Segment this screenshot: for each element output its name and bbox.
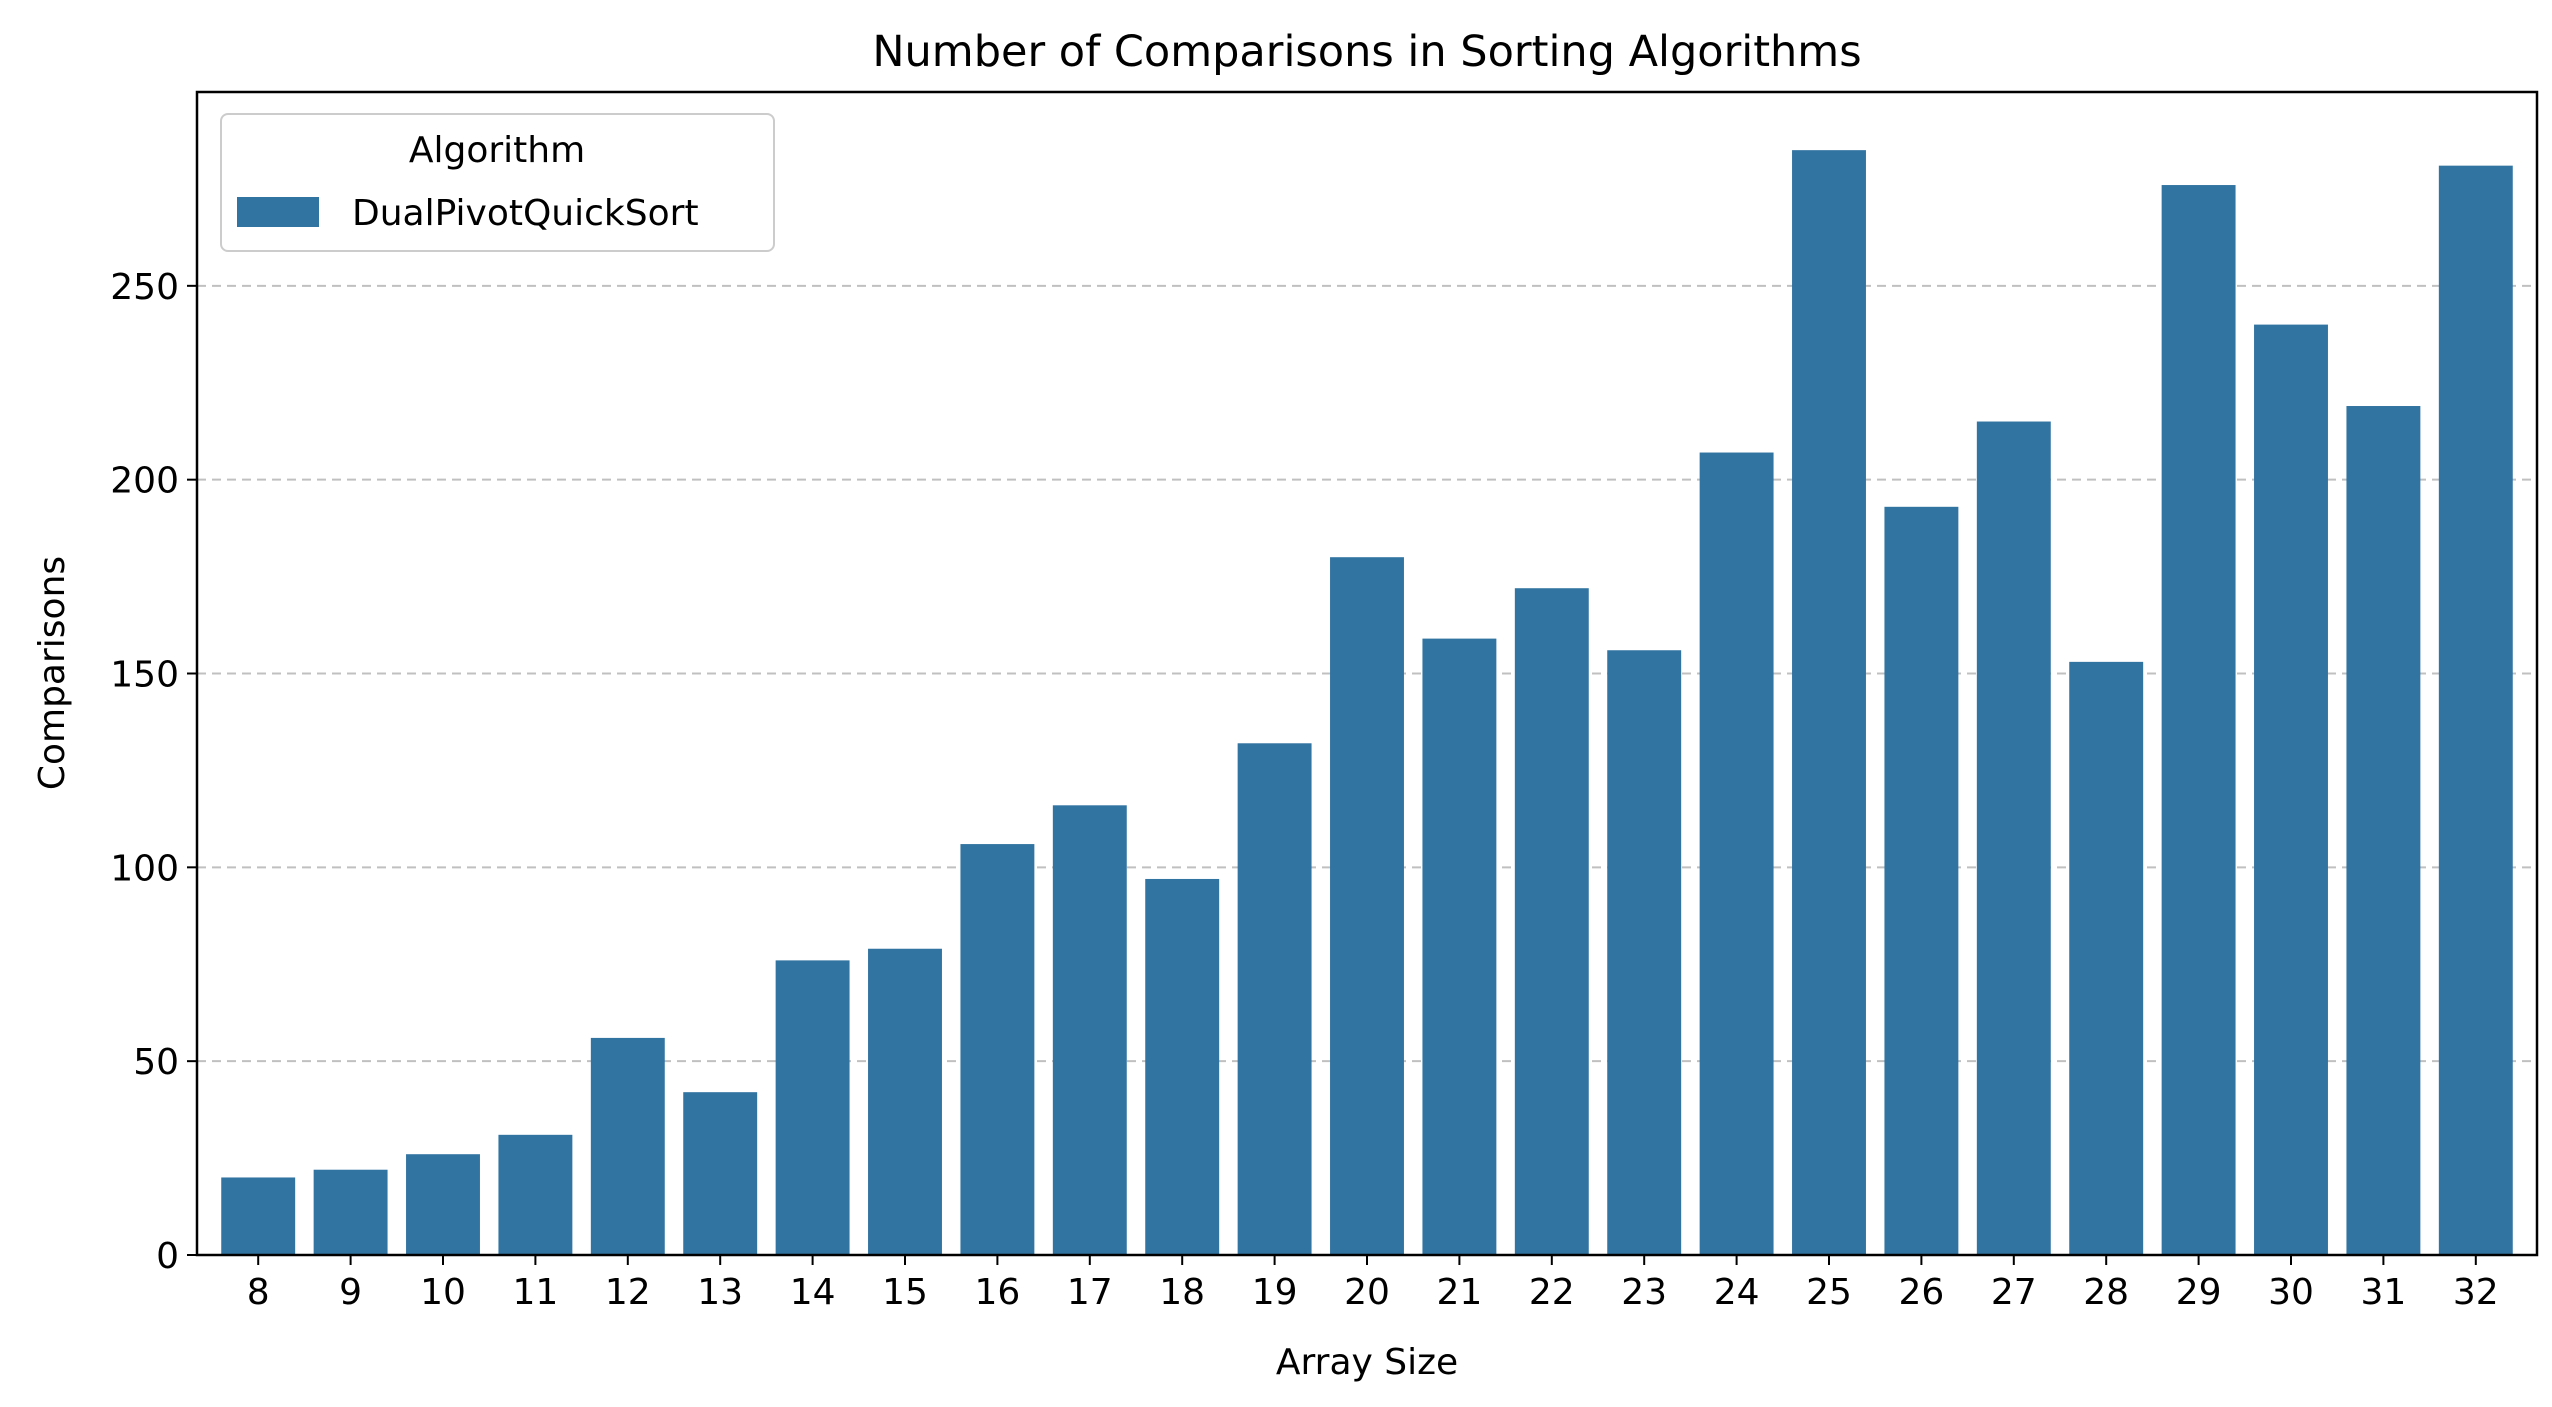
x-tick-label: 11 <box>512 1272 558 1313</box>
x-tick-label: 21 <box>1436 1272 1482 1313</box>
legend-title: Algorithm <box>409 130 585 171</box>
x-tick-label: 12 <box>605 1272 651 1313</box>
bar <box>1422 638 1497 1255</box>
x-ticks: 8 9 10 11 12 13 14 15 16 17 18 19 20 21 22 23 24 25 26 27 28… <box>247 1255 2499 1313</box>
bar <box>1237 743 1312 1255</box>
x-tick-label: 10 <box>420 1272 466 1313</box>
bar <box>960 844 1035 1255</box>
x-tick-label: 31 <box>2360 1272 2406 1313</box>
x-tick-label: 27 <box>1991 1272 2037 1313</box>
bar <box>1330 557 1404 1255</box>
bar <box>1607 650 1682 1255</box>
x-tick-label: 16 <box>974 1272 1020 1313</box>
bar <box>2346 406 2421 1255</box>
bar <box>1514 588 1589 1255</box>
y-tick-label: 50 <box>133 1042 179 1083</box>
bar <box>683 1092 758 1255</box>
chart-title: Number of Comparisons in Sorting Algorit… <box>872 27 1861 77</box>
bar <box>498 1134 573 1255</box>
bar <box>1699 452 1774 1255</box>
y-tick-label: 200 <box>110 461 179 502</box>
legend: Algorithm DualPivotQuickSort <box>220 113 775 252</box>
x-tick-label: 15 <box>882 1272 928 1313</box>
x-tick-label: 25 <box>1806 1272 1852 1313</box>
x-tick-label: 28 <box>2083 1272 2129 1313</box>
bar <box>775 960 850 1255</box>
y-ticks: 0 50 100 150 200 250 <box>110 267 197 1277</box>
legend-box <box>220 113 775 252</box>
bar <box>1052 805 1127 1255</box>
bar <box>590 1037 665 1255</box>
bar <box>868 948 942 1255</box>
x-axis-label: Array Size <box>1276 1342 1458 1383</box>
x-tick-label: 26 <box>1898 1272 1944 1313</box>
x-tick-label: 9 <box>339 1272 362 1313</box>
bar <box>2438 165 2513 1256</box>
x-tick-label: 19 <box>1252 1272 1298 1313</box>
bar <box>1976 421 2051 1255</box>
bar <box>406 1154 480 1255</box>
x-tick-label: 32 <box>2453 1272 2499 1313</box>
legend-swatch <box>237 197 319 227</box>
x-tick-label: 14 <box>790 1272 836 1313</box>
x-tick-label: 24 <box>1714 1272 1760 1313</box>
y-axis-label: Comparisons <box>32 556 73 790</box>
y-tick-label: 100 <box>110 848 179 889</box>
x-tick-label: 22 <box>1529 1272 1575 1313</box>
x-tick-label: 18 <box>1159 1272 1205 1313</box>
bar <box>1792 150 1866 1255</box>
x-tick-label: 13 <box>697 1272 743 1313</box>
bars <box>221 150 2513 1256</box>
x-tick-label: 29 <box>2176 1272 2222 1313</box>
bar <box>221 1177 296 1255</box>
x-tick-label: 20 <box>1344 1272 1390 1313</box>
bar <box>2161 185 2236 1255</box>
x-tick-label: 8 <box>247 1272 270 1313</box>
y-tick-label: 0 <box>156 1236 179 1277</box>
legend-label: DualPivotQuickSort <box>352 193 699 234</box>
y-tick-label: 150 <box>110 655 179 696</box>
x-tick-label: 30 <box>2268 1272 2314 1313</box>
x-tick-label: 23 <box>1621 1272 1667 1313</box>
bar <box>2254 324 2328 1256</box>
bar <box>1145 878 1220 1255</box>
bar <box>2069 661 2144 1255</box>
bar <box>1884 506 1959 1255</box>
bar <box>313 1169 388 1255</box>
y-tick-label: 250 <box>110 267 179 308</box>
x-tick-label: 17 <box>1067 1272 1113 1313</box>
